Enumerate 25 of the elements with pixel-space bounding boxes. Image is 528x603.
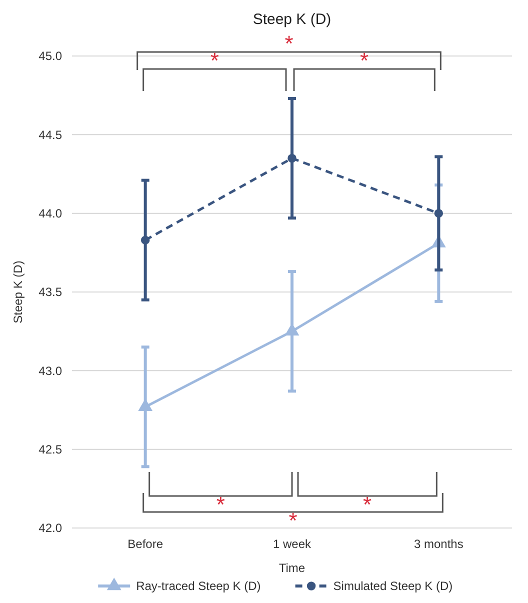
point [434, 208, 444, 218]
chart-title: Steep K (D) [252, 11, 332, 28]
y-tick-label: 45.0 [38, 49, 62, 64]
y-axis-title: Steep K (D) [11, 260, 25, 324]
legend-label: Simulated Steep K (D) [333, 579, 453, 593]
legend-label: Ray-traced Steep K (D) [136, 579, 261, 593]
annotation: * [363, 492, 372, 517]
x-tick-label: Before [128, 537, 164, 551]
y-tick-label: 43.5 [38, 285, 62, 300]
annotation: * [210, 48, 220, 73]
x-tick-label: 3 months [414, 537, 464, 551]
point [138, 398, 153, 412]
y-tick-label: 42.5 [38, 442, 62, 457]
y-tick-label: 42.0 [38, 521, 62, 536]
point [140, 236, 150, 244]
annotation: * [284, 31, 294, 56]
annotation: * [216, 492, 226, 517]
annotation: * [288, 508, 298, 533]
point [288, 154, 296, 163]
y-tick-label: 43.0 [38, 364, 62, 378]
x-axis-title: Time [278, 561, 306, 575]
y-tick-label: 44.0 [38, 206, 62, 221]
x-tick-label: 1 week [272, 537, 312, 551]
annotation: * [360, 48, 370, 73]
y-tick-label: 44.5 [38, 128, 62, 142]
